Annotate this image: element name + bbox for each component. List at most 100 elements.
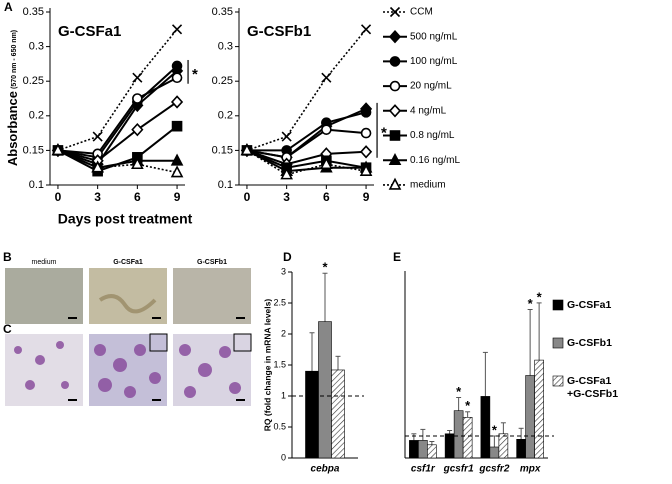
marker (281, 131, 292, 142)
bar (516, 438, 526, 459)
panel-label: A (4, 0, 13, 14)
marker (171, 120, 183, 132)
y-tick-label: 1.5 (273, 359, 286, 369)
y-tick-label: 0.15 (212, 144, 233, 156)
y-tick-label: 0.25 (212, 75, 233, 87)
bar (427, 444, 437, 459)
y-tick-label: 0.2 (218, 110, 233, 122)
y-tick-label: 0.3 (218, 41, 233, 53)
series-line (246, 149, 367, 169)
legend-marker (388, 104, 402, 118)
bar (480, 396, 491, 459)
image-label: G-CSFb1 (197, 259, 227, 266)
legend-label: 4 ng/mL (410, 105, 447, 116)
x-tick-label: 6 (323, 190, 330, 204)
x-tick-label: csf1r (411, 464, 436, 475)
y-tick-label: 0 (281, 452, 286, 462)
legend-label: G-CSFb1 (567, 337, 612, 349)
series-line (246, 149, 367, 166)
series-line (246, 149, 367, 173)
marker (132, 93, 143, 104)
y-tick-label: 2.5 (273, 297, 286, 307)
legend-label: G-CSFa1 +G-CSFb1 (567, 375, 618, 400)
bar (444, 433, 455, 459)
photo (5, 268, 83, 324)
legend-label: 100 ng/mL (410, 56, 458, 67)
marker (92, 131, 103, 142)
series-line (57, 149, 178, 174)
marker (91, 160, 104, 173)
bar (318, 321, 332, 459)
legend-swatch (552, 337, 564, 349)
legend-marker (389, 56, 401, 67)
bar (525, 375, 535, 459)
legend-label: 20 ng/mL (410, 81, 452, 92)
marker (360, 127, 372, 139)
marker (359, 145, 373, 159)
y-axis-label-sub: (570 nm - 650 nm) (11, 30, 18, 89)
legend-label: 0.16 ng/mL (410, 155, 460, 166)
x-axis-label: Days post treatment (58, 211, 193, 227)
series-line (57, 28, 178, 152)
y-tick-label: 3 (281, 266, 286, 276)
marker (171, 24, 183, 35)
legend-marker (388, 30, 402, 44)
x-tick-label: 3 (94, 190, 101, 204)
bar (453, 410, 464, 459)
marker (170, 165, 184, 178)
bar (534, 359, 544, 459)
legend-label: G-CSFa1 (567, 299, 612, 311)
x-tick-label: 3 (283, 190, 290, 204)
image-panels (5, 268, 252, 406)
x-tick-label: 9 (363, 190, 370, 204)
annotation: * (465, 398, 471, 413)
legend-label: 0.8 ng/mL (410, 130, 455, 141)
annotation: * (456, 384, 462, 399)
series-line (57, 101, 178, 162)
legend-label: CCM (410, 7, 433, 18)
x-tick-label: 9 (174, 190, 181, 204)
panel-title: G-CSFa1 (58, 23, 121, 40)
legend-marker (388, 152, 402, 165)
photo (89, 268, 167, 324)
annotation: * (528, 296, 534, 311)
y-tick-label: 0.5 (273, 421, 286, 431)
legend-marker (389, 130, 401, 141)
marker (170, 95, 184, 109)
legend-marker (389, 6, 401, 18)
marker (240, 143, 254, 156)
bar (305, 370, 319, 459)
annotation: * (537, 289, 543, 304)
series-line (246, 128, 367, 159)
y-tick-label: 0.1 (218, 179, 233, 191)
panel-label: B (3, 250, 12, 264)
bar (409, 440, 419, 459)
marker (171, 60, 183, 72)
series-line (246, 28, 367, 152)
bar (418, 440, 428, 459)
legend-marker (389, 80, 401, 92)
bar (462, 416, 473, 459)
legend-marker (388, 177, 402, 190)
panel-label: C (3, 322, 12, 336)
series-line (57, 65, 178, 159)
marker (132, 72, 143, 83)
x-tick-label: gcsfr2 (478, 464, 509, 475)
y-tick-label: 0.3 (29, 41, 44, 53)
annotation: * (381, 124, 387, 141)
bar (331, 369, 345, 459)
legend-label: medium (410, 180, 446, 191)
bar (498, 433, 509, 459)
x-tick-label: gcsfr1 (443, 464, 474, 475)
marker (321, 72, 332, 83)
marker (320, 157, 333, 170)
marker (360, 107, 372, 118)
y-tick-label: 0.1 (29, 179, 44, 191)
image-label: G-CSFa1 (113, 259, 143, 266)
y-tick-label: 0.15 (23, 144, 44, 156)
marker (171, 72, 183, 84)
y-tick-label: 2 (281, 328, 286, 338)
photo (5, 334, 83, 406)
bar (489, 446, 500, 459)
y-tick-label: 0.2 (29, 110, 44, 122)
